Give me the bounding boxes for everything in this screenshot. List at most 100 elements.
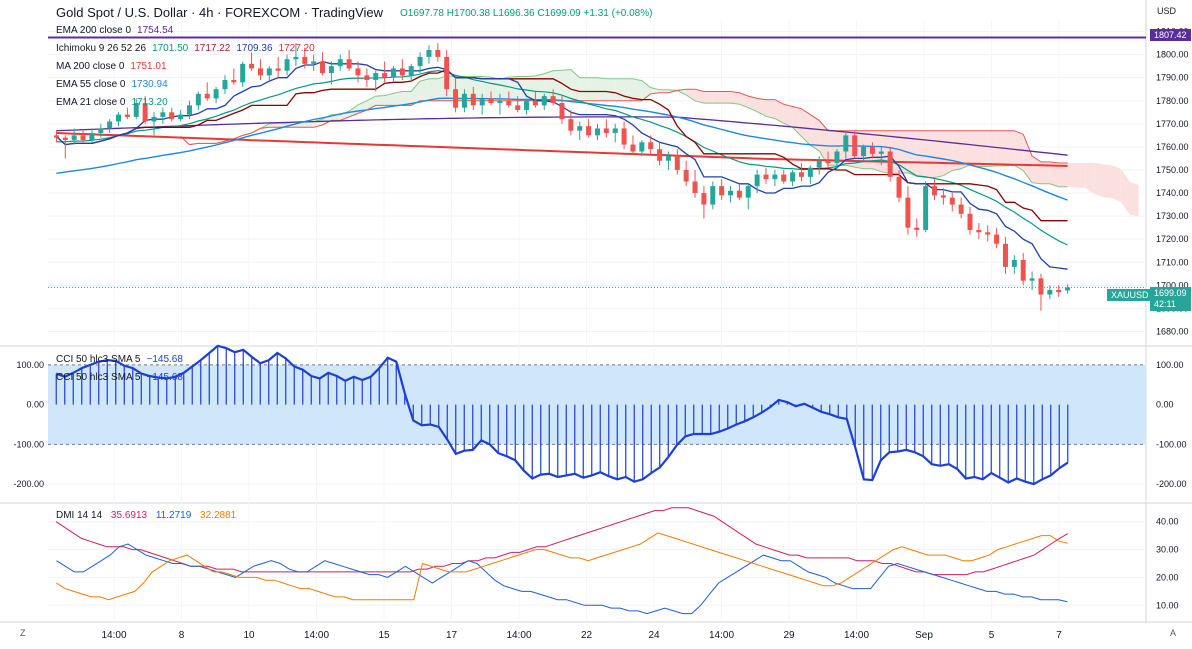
candle-body <box>426 49 432 57</box>
candle-body <box>905 197 911 228</box>
bar-countdown: 42:11 <box>1154 299 1176 309</box>
price-tick-label: 1780.00 <box>1156 96 1189 106</box>
time-tick-label: 5 <box>989 630 995 641</box>
ema200-price-label: 1807.42 <box>1150 29 1191 41</box>
candle-body <box>266 68 272 76</box>
candle-body <box>736 190 742 198</box>
candle-body <box>603 128 609 134</box>
last-price-label: 1699.09 42:11 <box>1150 287 1191 311</box>
candle-body <box>869 146 875 154</box>
ohlc-open: O1697.78 <box>400 8 444 19</box>
candle-body <box>178 114 184 120</box>
legend-cci-1[interactable]: CCI 50 hlc3 SMA 5 −145.68 <box>56 354 183 365</box>
candle-body <box>408 66 414 76</box>
candle-body <box>834 151 840 164</box>
cloud-segment <box>641 80 651 101</box>
cloud-segment <box>987 130 997 167</box>
candle-body <box>852 135 858 157</box>
cloud-segment <box>1085 163 1095 194</box>
legend-ema21[interactable]: EMA 21 close 0 1713.20 <box>56 97 168 108</box>
candle-body <box>914 227 920 230</box>
cloud-segment <box>970 130 979 167</box>
candle-body <box>169 112 175 120</box>
cloud-segment <box>411 81 421 106</box>
cci-band <box>48 364 1146 445</box>
cloud-segment <box>961 130 970 169</box>
time-tick-label: 14:00 <box>506 630 531 641</box>
candle-body <box>142 103 148 122</box>
auto-scale-button[interactable]: A <box>1170 628 1177 638</box>
cloud-segment <box>934 130 944 178</box>
legend-ichimoku[interactable]: Ichimoku 9 26 52 26 1701.50 1717.22 1709.36… <box>56 43 315 54</box>
candle-body <box>284 59 290 71</box>
candle-body <box>878 151 884 154</box>
time-tick-label: 14:00 <box>709 630 734 641</box>
candle-body <box>559 103 565 120</box>
candle-body <box>612 128 618 134</box>
price-tick-label: 1740.00 <box>1156 188 1189 198</box>
candle-body <box>949 197 955 205</box>
time-tick-label: 22 <box>581 630 593 641</box>
cloud-segment <box>632 78 642 101</box>
candle-body <box>195 93 201 106</box>
cloud-segment <box>766 99 775 119</box>
cloud-segment <box>508 76 518 101</box>
candle-body <box>320 61 326 74</box>
candle-body <box>807 167 813 177</box>
cloud-segment <box>597 77 607 101</box>
zoom-button[interactable]: Z <box>20 628 26 638</box>
cloud-segment <box>952 130 962 171</box>
ma200-line <box>56 132 1068 167</box>
candle-body <box>550 96 556 104</box>
candle-body <box>515 105 521 110</box>
cloud-segment <box>1040 161 1050 184</box>
cci-tick-label: 0.00 <box>1156 400 1174 410</box>
candle-body <box>923 186 929 230</box>
candle-body <box>790 172 796 182</box>
cci-legend: CCI 50 hlc3 SMA 5 −145.68 CCI 50 hlc3 SMA… <box>56 351 189 387</box>
candle-body <box>648 142 654 150</box>
candle-body <box>444 56 450 90</box>
cloud-segment <box>650 87 660 94</box>
cci-left-tick-label: -200.00 <box>13 479 44 489</box>
legend-ma200[interactable]: MA 200 close 0 1751.01 <box>56 61 167 72</box>
cloud-segment <box>801 108 811 146</box>
cloud-segment <box>606 78 616 101</box>
cloud-segment <box>384 93 394 106</box>
legend-ema200[interactable]: EMA 200 close 0 1754.54 <box>56 25 174 36</box>
cloud-segment <box>783 104 793 128</box>
candle-body <box>657 149 663 161</box>
cloud-segment <box>863 130 873 169</box>
candle-body <box>222 79 228 90</box>
cloud-segment <box>712 91 722 104</box>
candle-body <box>825 160 831 164</box>
price-tick-label: 1680.00 <box>1156 326 1189 336</box>
dmi-tick-label: 30.00 <box>1156 545 1179 555</box>
candle-body <box>958 204 964 214</box>
cloud-segment <box>695 89 704 104</box>
cloud-segment <box>482 76 492 101</box>
candle-body <box>116 114 122 122</box>
dmi-legend[interactable]: DMI 14 14 35.6913 11.2719 32.2881 <box>56 510 237 521</box>
ohlc-readout: O1697.78 H1700.38 L1696.36 C1699.09 +1.3… <box>400 8 652 19</box>
price-tick-label: 1730.00 <box>1156 211 1189 221</box>
time-tick-label: 14:00 <box>304 630 329 641</box>
cloud-segment <box>393 91 403 106</box>
candle-body <box>337 59 343 67</box>
candle-body <box>506 100 512 106</box>
cci-line <box>55 344 1069 486</box>
cloud-segment <box>570 69 580 101</box>
price-tick-label: 1800.00 <box>1156 50 1189 60</box>
cloud-segment <box>943 130 953 176</box>
legend-ema55[interactable]: EMA 55 close 0 1730.94 <box>56 79 168 90</box>
candle-body <box>692 181 698 194</box>
cloud-segment <box>721 91 731 104</box>
candle-body <box>763 174 769 180</box>
candle-body <box>976 229 982 233</box>
candle-body <box>896 176 902 198</box>
time-tick-label: 7 <box>1056 630 1062 641</box>
cloud-segment <box>615 78 625 101</box>
cloud-segment <box>322 114 332 125</box>
legend-cci-2[interactable]: CCI 50 hlc3 SMA 5 −145.68 <box>56 372 183 383</box>
